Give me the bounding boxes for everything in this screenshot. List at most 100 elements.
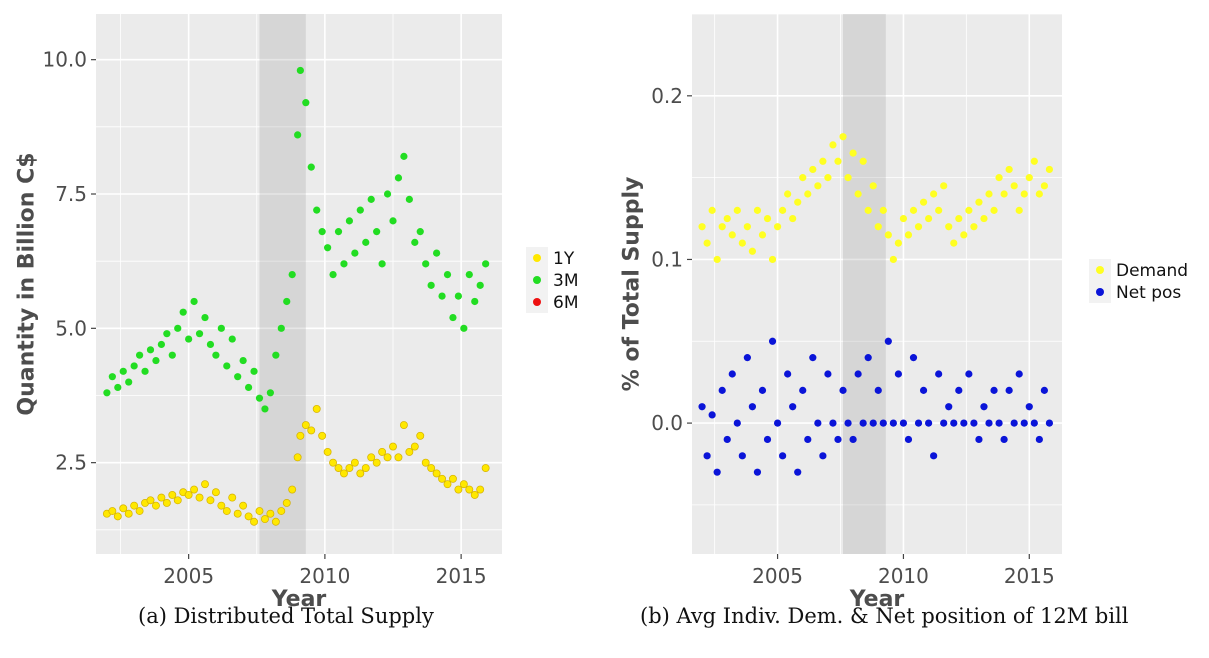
data-point-net-pos — [829, 419, 837, 427]
legend-marker-3m — [533, 276, 541, 284]
y-tick-label: 0.2 — [651, 84, 683, 108]
caption-a: (a) Distributed Total Supply — [138, 604, 434, 628]
data-point-1y — [465, 485, 474, 494]
data-point-1y — [244, 512, 253, 521]
data-point-1y — [449, 474, 457, 483]
data-point-1y — [157, 493, 166, 502]
data-point-net-pos — [859, 419, 867, 427]
data-point-demand — [773, 223, 782, 231]
data-point-net-pos — [748, 403, 757, 411]
shaded-period — [259, 14, 306, 554]
data-point-demand — [975, 198, 983, 206]
data-point-3m — [449, 313, 457, 322]
data-point-1y — [432, 469, 441, 478]
data-point-3m — [272, 351, 280, 359]
data-point-net-pos — [990, 386, 998, 394]
data-point-net-pos — [945, 403, 953, 411]
data-point-1y — [394, 453, 403, 462]
data-point-1y — [340, 469, 348, 478]
data-point-3m — [378, 260, 386, 268]
data-point-net-pos — [1045, 419, 1054, 427]
data-point-3m — [212, 351, 220, 359]
data-point-net-pos — [970, 419, 978, 427]
data-point-1y — [228, 493, 237, 502]
data-point-demand — [950, 239, 958, 247]
data-point-demand — [779, 206, 787, 214]
data-point-net-pos — [789, 403, 797, 411]
data-point-demand — [854, 190, 862, 198]
data-point-demand — [919, 198, 928, 206]
data-point-net-pos — [698, 403, 706, 411]
data-point-demand — [935, 206, 943, 214]
data-point-net-pos — [743, 354, 751, 362]
y-tick-label: 0.0 — [651, 411, 683, 435]
data-point-3m — [405, 195, 413, 203]
data-point-net-pos — [1015, 370, 1023, 378]
data-point-1y — [135, 507, 144, 515]
data-point-3m — [130, 362, 138, 370]
chart-a: 2005 2010 2015 2.5 5.0 7.5 10.0 Year Quantity in… — [15, 14, 578, 612]
data-point-demand — [814, 182, 822, 190]
data-point-3m — [146, 346, 155, 354]
data-point-net-pos — [804, 435, 812, 444]
data-point-demand — [768, 255, 777, 264]
data-point-3m — [362, 238, 370, 246]
data-point-1y — [168, 490, 177, 499]
data-point-demand — [1010, 182, 1018, 190]
data-point-net-pos — [980, 403, 988, 411]
data-point-net-pos — [960, 419, 968, 427]
data-point-demand — [879, 206, 887, 214]
data-point-demand — [708, 206, 716, 214]
data-point-net-pos — [718, 386, 726, 394]
data-point-1y — [399, 421, 408, 429]
x-tick-label: 2015 — [436, 564, 487, 588]
data-point-net-pos — [723, 435, 731, 444]
data-point-1y — [173, 496, 182, 505]
data-point-3m — [157, 340, 165, 349]
data-point-demand — [844, 174, 852, 182]
data-point-1y — [312, 404, 321, 413]
data-point-1y — [345, 464, 354, 472]
data-point-demand — [924, 214, 933, 223]
data-point-1y — [350, 458, 359, 467]
data-point-demand — [738, 239, 746, 247]
data-point-net-pos — [784, 370, 792, 378]
x-tick-label: 2005 — [752, 564, 803, 588]
data-point-1y — [301, 421, 310, 429]
data-point-demand — [955, 214, 963, 223]
data-point-1y — [184, 490, 193, 499]
data-point-1y — [113, 512, 122, 521]
data-point-1y — [250, 517, 258, 526]
data-point-1y — [476, 485, 485, 494]
data-point-demand — [723, 214, 731, 223]
data-point-1y — [151, 501, 160, 510]
data-point-net-pos — [849, 435, 857, 444]
data-point-demand — [834, 157, 842, 165]
data-point-net-pos — [864, 354, 872, 362]
data-point-3m — [179, 308, 187, 316]
data-point-demand — [743, 223, 751, 231]
data-point-3m — [313, 206, 321, 214]
caption-b: (b) Avg Indiv. Dem. & Net position of 12… — [640, 604, 1129, 628]
data-point-demand — [1025, 174, 1033, 182]
data-point-3m — [422, 260, 430, 268]
data-point-net-pos — [819, 452, 827, 460]
chart-b: 2005 2010 2015 0.0 0.1 0.2 Year % of Total Supp… — [620, 13, 1188, 612]
data-point-demand — [960, 231, 968, 239]
data-point-1y — [389, 442, 397, 451]
data-point-1y — [124, 509, 133, 518]
data-point-3m — [206, 340, 215, 349]
data-point-demand — [1005, 165, 1013, 174]
data-point-1y — [367, 453, 376, 462]
x-tick-label: 2005 — [163, 564, 214, 588]
data-point-1y — [323, 447, 332, 456]
data-point-net-pos — [950, 419, 958, 427]
data-point-demand — [940, 182, 948, 190]
data-point-net-pos — [909, 354, 918, 362]
y-tick-label: 0.1 — [651, 247, 683, 271]
shaded-period — [843, 14, 886, 554]
data-point-3m — [307, 163, 315, 171]
legend-marker-net-pos — [1096, 288, 1104, 296]
data-point-net-pos — [965, 370, 973, 378]
data-point-3m — [482, 260, 490, 268]
